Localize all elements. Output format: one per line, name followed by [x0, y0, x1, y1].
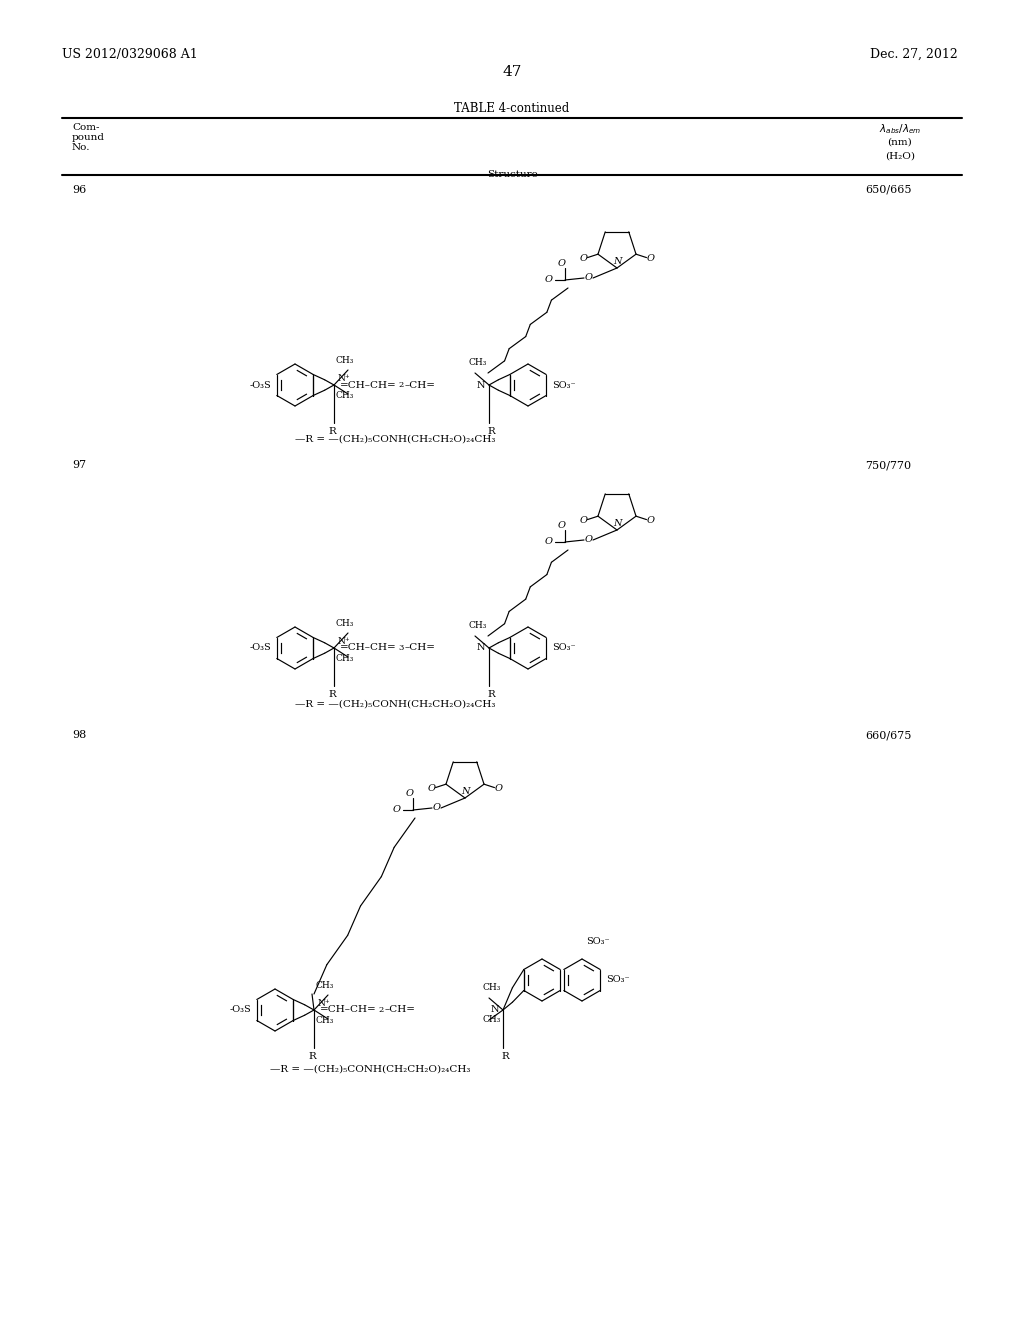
- Text: R: R: [308, 1052, 315, 1061]
- Text: CH₃: CH₃: [482, 983, 501, 993]
- Text: $\lambda_{abs}/\lambda_{em}$: $\lambda_{abs}/\lambda_{em}$: [879, 121, 922, 136]
- Text: N⁺: N⁺: [338, 374, 350, 383]
- Text: N: N: [612, 257, 622, 267]
- Text: O: O: [558, 521, 566, 531]
- Text: -O₃S: -O₃S: [249, 380, 271, 389]
- Text: O: O: [580, 516, 588, 525]
- Text: -O₃S: -O₃S: [229, 1006, 251, 1015]
- Text: TABLE 4-continued: TABLE 4-continued: [455, 102, 569, 115]
- Text: (H₂O): (H₂O): [885, 152, 915, 161]
- Text: N⁺: N⁺: [338, 638, 350, 645]
- Text: -O₃S: -O₃S: [249, 644, 271, 652]
- Text: CH₃: CH₃: [469, 620, 487, 630]
- Text: pound: pound: [72, 133, 105, 143]
- Text: Com-: Com-: [72, 123, 99, 132]
- Text: Dec. 27, 2012: Dec. 27, 2012: [870, 48, 957, 61]
- Text: 47: 47: [503, 65, 521, 79]
- Text: 3: 3: [398, 644, 403, 652]
- Text: O: O: [545, 537, 553, 546]
- Text: R: R: [487, 426, 495, 436]
- Text: 2: 2: [378, 1006, 383, 1014]
- Text: R: R: [328, 426, 336, 436]
- Text: O: O: [580, 255, 588, 263]
- Text: O: O: [433, 804, 441, 813]
- Text: –CH=: –CH=: [406, 644, 436, 652]
- Text: —R = —(CH₂)₅CONH(CH₂CH₂O)₂₄CH₃: —R = —(CH₂)₅CONH(CH₂CH₂O)₂₄CH₃: [270, 1065, 470, 1074]
- Text: 98: 98: [72, 730, 86, 741]
- Text: N: N: [461, 787, 469, 796]
- Text: O: O: [428, 784, 436, 793]
- Text: R: R: [328, 690, 336, 700]
- Text: N: N: [612, 519, 622, 528]
- Text: 97: 97: [72, 459, 86, 470]
- Text: —R = —(CH₂)₅CONH(CH₂CH₂O)₂₄CH₃: —R = —(CH₂)₅CONH(CH₂CH₂O)₂₄CH₃: [295, 436, 496, 444]
- Text: O: O: [406, 789, 414, 799]
- Text: R: R: [501, 1052, 509, 1061]
- Text: 650/665: 650/665: [865, 185, 911, 195]
- Text: –CH=: –CH=: [385, 1006, 416, 1015]
- Text: O: O: [558, 259, 566, 268]
- Text: US 2012/0329068 A1: US 2012/0329068 A1: [62, 48, 198, 61]
- Text: =CH–CH=: =CH–CH=: [340, 380, 396, 389]
- Text: O: O: [646, 255, 654, 263]
- Text: CH₃: CH₃: [316, 981, 335, 990]
- Text: No.: No.: [72, 143, 90, 152]
- Text: CH₃: CH₃: [336, 619, 354, 628]
- Text: CH₃: CH₃: [316, 1016, 335, 1026]
- Text: =CH–CH=: =CH–CH=: [340, 644, 396, 652]
- Text: CH₃: CH₃: [469, 358, 487, 367]
- Text: N⁺: N⁺: [317, 999, 330, 1008]
- Text: O: O: [393, 805, 401, 814]
- Text: 660/675: 660/675: [865, 730, 911, 741]
- Text: O: O: [495, 784, 503, 793]
- Text: =CH–CH=: =CH–CH=: [319, 1006, 377, 1015]
- Text: Structure: Structure: [486, 170, 538, 180]
- Text: 96: 96: [72, 185, 86, 195]
- Text: —R = —(CH₂)₅CONH(CH₂CH₂O)₂₄CH₃: —R = —(CH₂)₅CONH(CH₂CH₂O)₂₄CH₃: [295, 700, 496, 709]
- Text: 750/770: 750/770: [865, 459, 911, 470]
- Text: (nm): (nm): [888, 139, 912, 147]
- Text: SO₃⁻: SO₃⁻: [606, 975, 630, 985]
- Text: CH₃: CH₃: [336, 653, 354, 663]
- Text: O: O: [585, 273, 593, 282]
- Text: SO₃⁻: SO₃⁻: [552, 644, 575, 652]
- Text: CH₃: CH₃: [482, 1015, 501, 1024]
- Text: R: R: [487, 690, 495, 700]
- Text: SO₃⁻: SO₃⁻: [586, 937, 609, 946]
- Text: CH₃: CH₃: [336, 391, 354, 400]
- Text: N: N: [476, 644, 485, 652]
- Text: O: O: [545, 276, 553, 285]
- Text: N: N: [490, 1006, 499, 1015]
- Text: O: O: [646, 516, 654, 525]
- Text: SO₃⁻: SO₃⁻: [552, 380, 575, 389]
- Text: 2: 2: [398, 381, 403, 389]
- Text: O: O: [585, 536, 593, 544]
- Text: CH₃: CH₃: [336, 356, 354, 366]
- Text: –CH=: –CH=: [406, 380, 436, 389]
- Text: N: N: [476, 380, 485, 389]
